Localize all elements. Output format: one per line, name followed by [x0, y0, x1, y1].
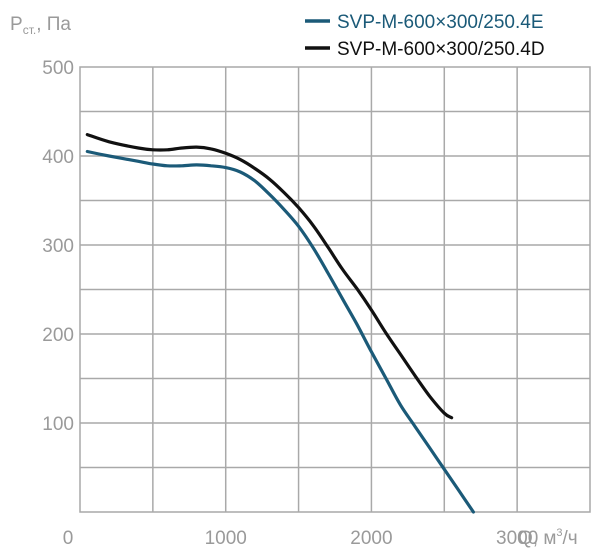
y-tick-label: 300	[42, 236, 74, 257]
legend-label-2: SVP-M-600×300/250.4D	[337, 39, 545, 60]
plot-frame	[79, 66, 591, 513]
chart-grid	[79, 66, 591, 513]
x-tick-label: 3000	[496, 528, 538, 549]
chart-series	[85, 133, 475, 514]
y-tick-label: 400	[42, 147, 74, 168]
y-axis-label: Pст., Па	[10, 14, 71, 37]
series-line-2	[85, 133, 454, 420]
legend-label-1: SVP-M-600×300/250.4E	[337, 12, 544, 33]
x-axis-label: Q, м3/ч	[518, 527, 578, 549]
y-tick-label: 500	[42, 58, 74, 79]
y-tick-label: 100	[42, 414, 74, 435]
y-tick-label: 200	[42, 325, 74, 346]
x-tick-label: 1000	[205, 528, 247, 549]
series-line-1	[85, 149, 475, 514]
chart-legend: SVP-M-600×300/250.4E SVP-M-600×300/250.4D	[305, 12, 545, 60]
x-tick-label: 2000	[350, 528, 392, 549]
chart-axes: 100 200 300 400 500 0 1000 2000 3000 Pст., Па Q, м…	[10, 14, 578, 549]
x-tick-label: 0	[63, 528, 74, 549]
